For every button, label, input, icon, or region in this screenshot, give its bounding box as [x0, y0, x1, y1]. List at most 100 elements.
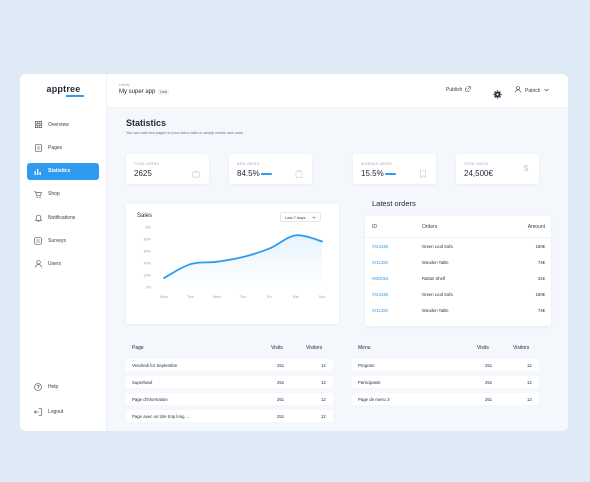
y-tick-label: 60% [144, 249, 152, 253]
order-id-link[interactable]: #313456 [372, 292, 389, 297]
date-range-select[interactable]: Last 7 days [280, 212, 321, 222]
order-product: Green Leaf Sofa [422, 292, 453, 297]
sidebar-item-label: Pages [48, 144, 63, 151]
table-row[interactable]: Page d'information 251 12 [126, 393, 333, 405]
stat-progress-bar [261, 173, 272, 175]
sidebar-item-label: Users [48, 261, 62, 268]
page-visits: 251 [277, 414, 285, 419]
stat-label: AVERAGE USERS [361, 162, 392, 166]
sidebar-item-shop[interactable]: Shop [27, 186, 99, 203]
live-badge: Live [158, 89, 169, 95]
x-tick-label: Wed [213, 294, 221, 299]
app-window: apptree Overview Pages Statistics [20, 74, 568, 431]
sales-area-fill [164, 235, 322, 287]
y-tick-label: 0% [146, 285, 152, 289]
stat-value: 15.5% [361, 169, 384, 178]
page-visits: 251 [277, 380, 285, 385]
app-switcher[interactable]: My super app Live [119, 89, 169, 95]
order-id-link[interactable]: #211382 [372, 260, 388, 265]
menu-visits: 251 [485, 397, 493, 402]
sidebar-item-logout[interactable]: Logout [27, 403, 99, 420]
table-row[interactable]: Vendredi for Septembre 251 12 [126, 359, 333, 371]
page-name: Page avec un titre trop long ... [132, 414, 190, 419]
stat-progress-bar [385, 173, 396, 175]
page-icon [34, 143, 42, 152]
order-product: Rattan Shelf [422, 276, 446, 281]
sidebar-item-users[interactable]: Users [27, 256, 99, 273]
table-row[interactable]: Page de menu 3 251 12 [352, 393, 539, 405]
x-tick-label: Thu [240, 294, 247, 299]
help-icon [34, 382, 42, 391]
sidebar-item-overview[interactable]: Overview [27, 116, 99, 133]
column-header-amount: Amount [527, 224, 545, 230]
publish-button[interactable]: Publish [446, 86, 472, 94]
stat-label: TOTAL SALES [464, 162, 489, 166]
sidebar-item-surveys[interactable]: Surveys [27, 232, 99, 249]
chevron-down-icon [312, 215, 316, 220]
sidebar-item-label: Surveys [48, 237, 67, 244]
table-row[interactable]: Participants 251 12 [352, 376, 539, 388]
menu-visits: 251 [485, 363, 493, 368]
page-visitors: 12 [321, 397, 326, 402]
app-label: Liberty [119, 83, 130, 87]
order-amount: 74€ [538, 260, 545, 265]
sidebar-item-pages[interactable]: Pages [27, 139, 99, 156]
table-row[interactable]: #313456 Green Leaf Sofa 180€ [365, 244, 551, 256]
x-tick-label: Sat [293, 294, 300, 299]
y-tick-label: 20% [144, 273, 152, 277]
table-row[interactable]: #653352 Rattan Shelf 31€ [365, 276, 551, 288]
y-tick-label: 100 [145, 225, 151, 229]
order-amount: 180€ [535, 244, 545, 249]
table-row[interactable]: Superbowl 251 12 [126, 376, 333, 388]
menu-column-menu: Menu [358, 345, 371, 351]
cart-icon [34, 190, 42, 198]
stat-value: 2625 [134, 169, 152, 178]
grid-icon [34, 121, 42, 129]
table-row[interactable]: Program 251 12 [352, 359, 539, 371]
topbar: Liberty My super app Live Publish Patric… [107, 74, 568, 108]
chart-title: Sales [137, 213, 153, 219]
x-tick-label: Mon [160, 294, 168, 299]
sidebar-item-label: Statistics [48, 168, 71, 175]
table-row[interactable]: #211382 Wooden Table 74€ [365, 260, 551, 272]
table-row[interactable]: #313456 Green Leaf Sofa 180€ [365, 292, 551, 304]
sidebar-item-notifications[interactable]: Notifications [27, 209, 99, 226]
clipboard-icon [295, 165, 303, 178]
x-tick-label: Sun [318, 294, 325, 299]
order-amount: 180€ [535, 292, 545, 297]
stat-value: 24,500€ [464, 169, 493, 178]
page-name: Superbowl [132, 380, 153, 385]
pages-column-page: Page [132, 345, 144, 351]
sidebar-item-label: Shop [48, 191, 60, 198]
stat-card-total-sales: TOTAL SALES 24,500€ $ [456, 154, 539, 184]
menu-name: Page de menu 3 [358, 397, 390, 402]
table-row[interactable]: Page avec un titre trop long ... 251 12 [126, 410, 333, 422]
page-name: Vendredi for Septembre [132, 363, 178, 368]
order-amount: 31€ [538, 276, 545, 281]
sidebar-item-statistics[interactable]: Statistics [27, 162, 99, 180]
publish-label: Publish [446, 87, 463, 93]
order-id-link[interactable]: #313456 [372, 244, 389, 249]
stat-label: TOTAL USERS [134, 162, 160, 166]
order-id-link[interactable]: #211382 [372, 308, 388, 313]
order-product: Wooden Table [422, 260, 449, 265]
page-visitors: 12 [321, 363, 326, 368]
logo[interactable]: apptree [20, 84, 107, 97]
sidebar-nav: Overview Pages Statistics Shop [27, 116, 99, 279]
menu-column-visits: Visits [477, 345, 489, 351]
stat-label: NEW USERS [237, 162, 260, 166]
sidebar-item-label: Notifications [48, 214, 76, 221]
user-icon [34, 260, 42, 268]
page-title: Statistics [126, 118, 167, 128]
sidebar-item-help[interactable]: Help [27, 378, 99, 395]
stat-value: 84.5% [237, 169, 260, 178]
orders-table-header: ID Orders Amount [365, 224, 551, 236]
main-content: Statistics You can add new pages to your… [107, 108, 568, 431]
sales-series-line [163, 234, 323, 279]
user-menu[interactable]: Patrick [515, 86, 549, 95]
settings-gear-icon[interactable] [493, 86, 502, 99]
divider [365, 237, 551, 238]
menu-column-visitors: Visitors [513, 345, 530, 351]
order-id-link[interactable]: #653352 [372, 276, 389, 281]
table-row[interactable]: #211382 Wooden Table 74€ [365, 308, 551, 320]
